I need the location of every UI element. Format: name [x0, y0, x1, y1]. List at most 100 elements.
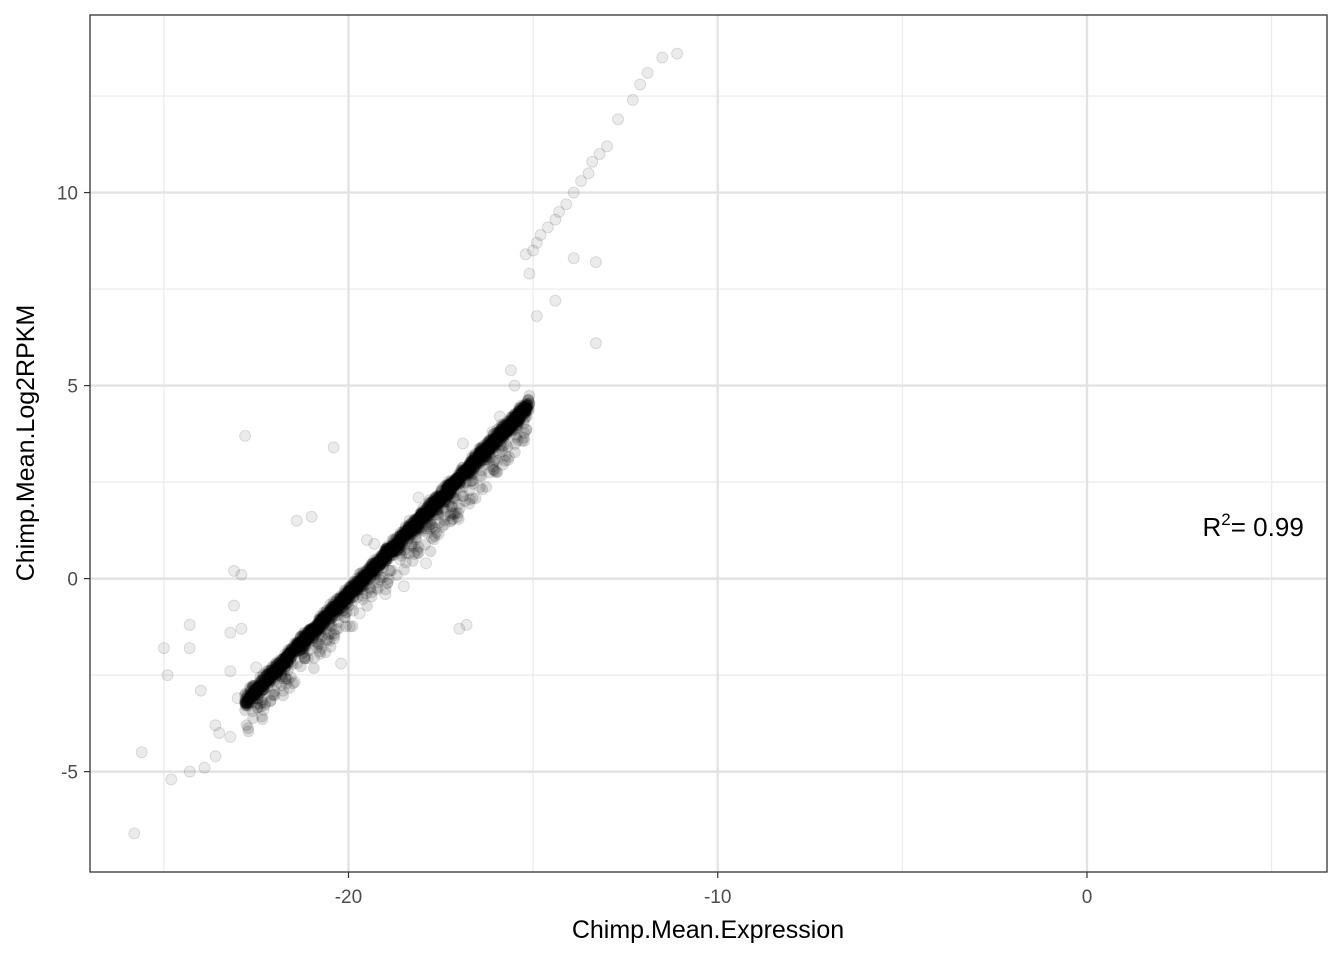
data-point	[392, 536, 405, 549]
data-point	[376, 553, 389, 566]
data-point	[513, 415, 526, 428]
data-point	[364, 563, 377, 576]
data-point	[235, 568, 248, 581]
data-point	[367, 566, 379, 579]
data-point	[318, 611, 330, 623]
data-point	[312, 630, 325, 643]
data-point	[493, 447, 506, 460]
data-point	[449, 478, 462, 491]
data-point	[295, 643, 308, 656]
data-point	[453, 476, 466, 489]
data-point	[520, 401, 532, 414]
data-point	[439, 495, 451, 508]
data-point	[439, 493, 452, 506]
data-point	[442, 479, 455, 492]
data-point	[444, 488, 456, 501]
data-point	[241, 697, 253, 710]
data-point	[470, 456, 483, 469]
data-point	[514, 408, 526, 421]
data-point	[415, 523, 428, 536]
data-point	[469, 458, 482, 471]
data-point	[424, 503, 437, 516]
data-point	[416, 507, 429, 519]
data-point	[487, 432, 500, 445]
data-point	[298, 634, 311, 647]
data-point	[445, 477, 458, 490]
data-point	[332, 598, 345, 611]
data-point	[332, 596, 345, 609]
data-point	[243, 693, 256, 705]
data-point	[259, 670, 272, 683]
data-point	[379, 547, 392, 560]
r-squared-annotation: R2= 0.99	[1203, 510, 1304, 542]
data-point	[420, 505, 433, 518]
y-axis-title: Chimp.Mean.Log2RPKM	[12, 305, 40, 582]
data-point	[452, 467, 465, 480]
data-point	[396, 530, 408, 542]
data-point	[399, 526, 412, 538]
data-point	[390, 531, 403, 544]
data-point	[338, 586, 351, 599]
data-point	[320, 612, 333, 625]
data-point	[493, 426, 506, 439]
data-point	[473, 449, 486, 462]
data-point	[312, 619, 325, 632]
data-point	[246, 691, 259, 704]
data-point	[339, 589, 352, 602]
data-point	[240, 697, 253, 710]
data-point	[450, 472, 462, 485]
data-point	[298, 631, 311, 644]
data-point	[333, 592, 346, 605]
data-point	[345, 598, 358, 611]
data-point	[477, 444, 490, 457]
data-point	[441, 484, 454, 497]
data-point	[254, 700, 267, 713]
data-point	[460, 464, 473, 477]
data-point	[503, 418, 516, 430]
data-point	[254, 679, 267, 692]
data-point	[336, 590, 349, 603]
data-point	[409, 514, 422, 527]
data-point	[467, 456, 480, 469]
data-point	[512, 407, 525, 420]
data-point	[444, 480, 457, 492]
data-point	[523, 267, 536, 280]
data-point	[247, 687, 260, 700]
data-point	[460, 462, 472, 475]
data-point	[329, 596, 342, 609]
data-point	[404, 523, 417, 536]
data-point	[474, 447, 487, 459]
data-point	[440, 483, 453, 496]
data-point	[476, 483, 489, 496]
data-point	[442, 479, 455, 492]
data-point	[392, 535, 404, 548]
data-point	[487, 434, 500, 447]
data-point	[244, 689, 257, 702]
data-point	[311, 637, 324, 650]
data-point	[381, 540, 394, 552]
data-point	[265, 672, 278, 685]
data-point	[399, 520, 412, 533]
data-point	[441, 483, 454, 496]
data-point	[312, 621, 325, 634]
data-point	[332, 603, 345, 616]
data-point	[322, 608, 335, 620]
data-point	[384, 547, 397, 560]
data-points	[128, 47, 684, 840]
data-point	[255, 674, 268, 687]
data-point	[410, 512, 423, 525]
data-point	[460, 465, 473, 478]
data-point	[496, 458, 509, 471]
data-point	[355, 580, 368, 593]
data-point	[452, 473, 465, 486]
data-point	[324, 610, 337, 623]
data-point	[327, 627, 340, 640]
data-point	[379, 583, 392, 596]
data-point	[465, 466, 478, 479]
data-point	[476, 454, 489, 467]
data-point	[328, 603, 341, 616]
data-point	[414, 508, 427, 521]
data-point	[479, 447, 492, 460]
data-point	[357, 576, 370, 588]
data-point	[267, 688, 280, 701]
